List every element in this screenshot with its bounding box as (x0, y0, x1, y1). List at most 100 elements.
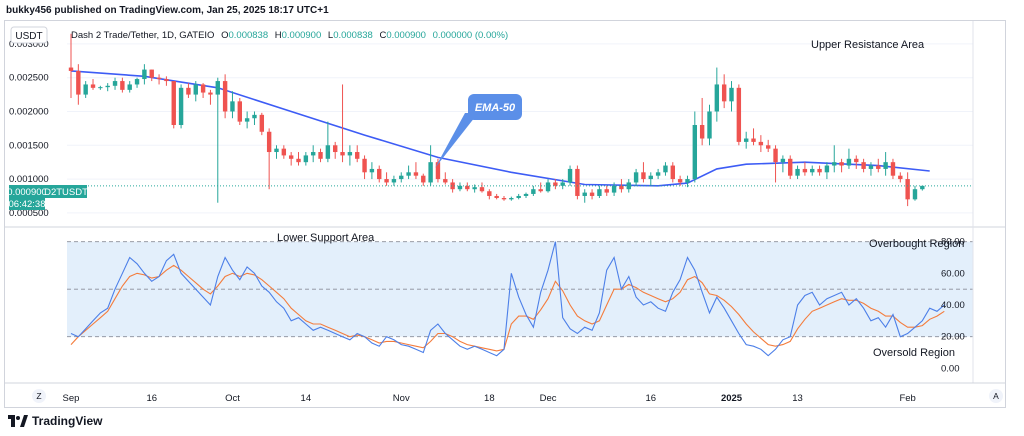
rsi-tick-label: 20.00 (941, 332, 965, 343)
candle-body (156, 77, 162, 80)
rsi-lines (70, 241, 945, 357)
candle-body (509, 197, 514, 200)
rsi-tick-label: 40.00 (941, 300, 965, 311)
candle-body (259, 114, 265, 132)
candle-body (846, 158, 852, 166)
candle-body (523, 193, 529, 196)
candle-body (333, 145, 338, 153)
candle-body (699, 125, 705, 139)
candle-body (663, 165, 668, 173)
symbol-name: Dash 2 Trade/Tether, 1D, GATEIO (71, 30, 214, 41)
time-axis: Sep 16 Oct 14 Nov 18 Dec 16 2025 13 Feb (63, 393, 916, 404)
time-tick-label: 16 (146, 393, 157, 404)
candle-body (575, 168, 580, 196)
auto-scale-button[interactable] (989, 389, 1003, 403)
ema-callout-text: EMA-50 (475, 102, 516, 114)
candle-body (839, 162, 844, 166)
time-tick-label: 18 (484, 393, 495, 404)
candle-body (369, 168, 375, 173)
tradingview-logo-text: TradingView (32, 414, 103, 428)
candle-body (531, 189, 536, 194)
price-tick-label: 0.003000 (9, 39, 49, 50)
candle-body (149, 69, 154, 78)
candle-body (597, 189, 602, 196)
low-value: 0.000838 (333, 30, 373, 41)
currency-button-label: USDT (15, 31, 42, 42)
candle-body (905, 179, 910, 200)
candle-body (406, 172, 411, 176)
candle-body (68, 67, 74, 71)
candle-body (861, 162, 866, 169)
candle-body (714, 84, 720, 112)
low-label: L (328, 30, 333, 41)
ticker-badge-text: D2TUSDT (44, 187, 88, 198)
rsi-axis: 80.00 60.00 40.00 20.00 0.00 (941, 237, 965, 375)
candle-body (619, 185, 624, 190)
candle-body (355, 152, 360, 159)
chart-canvas[interactable]: 0.003000 0.002500 0.002000 0.001500 0.001000… (5, 21, 1005, 407)
candle-body (230, 101, 235, 112)
price-badge (9, 185, 45, 198)
candle-body (876, 165, 881, 169)
chart-frame[interactable]: 0.003000 0.002500 0.002000 0.001500 0.001000… (4, 20, 1006, 408)
rsi-pane: 80.00 60.00 40.00 20.00 0.00 Lower Support A… (67, 232, 973, 374)
change-value: 0.000000 (0.00%) (433, 30, 509, 41)
auto-scale-button-label: A (993, 391, 999, 401)
time-tick-label: 16 (645, 393, 656, 404)
candle-body (399, 175, 404, 180)
candle-body (920, 185, 925, 190)
close-value: 0.000900 (386, 30, 426, 41)
candle-body (421, 175, 426, 183)
candle-body (310, 152, 316, 156)
candle-body (325, 145, 331, 159)
candles (68, 33, 925, 207)
price-badge-text: 0.000900 (7, 187, 47, 198)
candle-body (685, 179, 690, 183)
countdown-text: 06:42:38 (9, 199, 46, 210)
candle-body (487, 191, 492, 196)
candle-body (802, 168, 808, 173)
candle-body (810, 168, 815, 173)
candle-body (472, 187, 477, 190)
candle-body (120, 81, 125, 90)
time-tick-label: 13 (792, 393, 803, 404)
time-tick-label: Feb (899, 393, 915, 404)
candle-body (112, 81, 118, 86)
candle-body (391, 179, 397, 183)
candle-body (435, 162, 441, 180)
candle-body (244, 118, 250, 122)
candle-body (868, 165, 874, 169)
candle-body (384, 179, 389, 183)
candle-body (252, 114, 257, 119)
candle-body (428, 162, 433, 183)
rsi-series-line (70, 264, 945, 352)
candle-body (611, 185, 617, 193)
upper-resistance-label: Upper Resistance Area (811, 39, 925, 51)
candle-body (633, 172, 639, 183)
candle-body (501, 197, 507, 200)
tradingview-logo[interactable]: TradingView (8, 414, 102, 428)
ema-callout-pointer (435, 113, 475, 168)
candle-body (655, 172, 661, 176)
price-pane-bg (5, 21, 1005, 226)
currency-button[interactable] (10, 26, 48, 44)
candle-body (142, 69, 147, 80)
candle-body (186, 87, 191, 95)
rsi-tick-label: 0.00 (941, 363, 960, 374)
price-tick-label: 0.002000 (9, 106, 49, 117)
candle-body (912, 189, 918, 200)
candle-body (817, 168, 822, 173)
ticker-badge (45, 185, 87, 198)
candle-body (413, 172, 419, 176)
candle-body (178, 87, 184, 125)
zoom-button[interactable] (32, 389, 46, 403)
countdown-badge (9, 198, 45, 210)
candle-body (766, 145, 771, 149)
candle-body (890, 162, 896, 176)
time-tick-label: Sep (63, 393, 80, 404)
candle-body (318, 152, 323, 159)
candle-body (692, 125, 698, 180)
candle-body (127, 84, 132, 90)
time-tick-label: Nov (393, 393, 410, 404)
open-value: 0.000838 (228, 30, 268, 41)
